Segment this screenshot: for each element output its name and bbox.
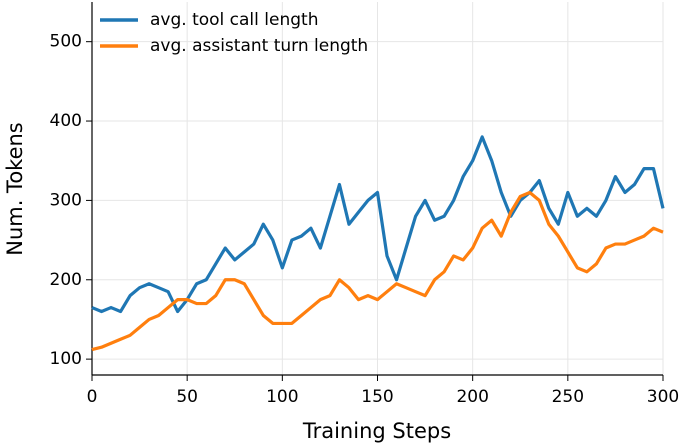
y-tick-label: 100	[50, 349, 82, 369]
legend-label: avg. tool call length	[150, 10, 318, 30]
x-tick-label: 0	[87, 387, 98, 407]
legend-label: avg. assistant turn length	[150, 36, 368, 56]
x-axis-label: Training Steps	[302, 419, 451, 443]
x-tick-label: 50	[176, 387, 198, 407]
x-tick-label: 250	[552, 387, 584, 407]
y-tick-label: 200	[50, 270, 82, 290]
y-axis-label: Num. Tokens	[3, 122, 27, 256]
x-tick-label: 200	[456, 387, 488, 407]
x-tick-label: 300	[647, 387, 679, 407]
y-tick-label: 400	[50, 111, 82, 131]
x-tick-label: 100	[266, 387, 298, 407]
y-tick-label: 300	[50, 190, 82, 210]
x-tick-label: 150	[361, 387, 393, 407]
series-line	[91, 190, 664, 352]
y-tick-label: 500	[50, 32, 82, 52]
